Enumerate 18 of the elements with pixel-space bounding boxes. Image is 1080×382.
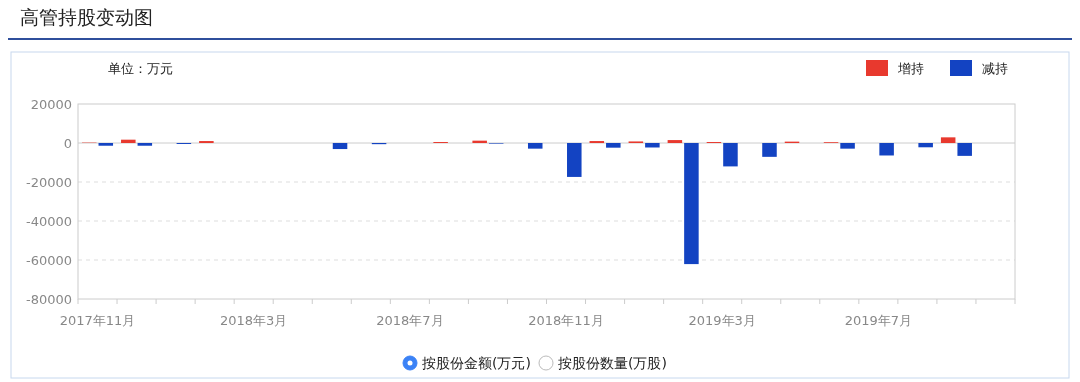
legend: 增持 — [898, 61, 924, 76]
ytick: -80000 — [25, 292, 72, 307]
xtick: 2018年3月 — [220, 313, 288, 328]
ytick: 0 — [63, 136, 72, 151]
xtick: 2019年7月 — [844, 313, 913, 328]
radio: 按股份金额(万元) — [422, 355, 531, 371]
ytick: -60000 — [25, 253, 72, 268]
xtick: 2017年11月 — [59, 313, 136, 328]
xtick: 2019年3月 — [688, 313, 756, 328]
legend: 减持 — [982, 61, 1008, 76]
xtick: 2018年11月 — [528, 313, 604, 328]
title: 高管持股变动图 — [20, 6, 153, 28]
ytick: -40000 — [25, 214, 72, 229]
ytick: -20000 — [25, 175, 72, 190]
ytick: 20000 — [30, 97, 72, 112]
xtick: 2018年7月 — [376, 313, 444, 328]
radio: 按股份数量(万股) — [558, 355, 667, 371]
note: 单位：万元 — [108, 61, 173, 76]
